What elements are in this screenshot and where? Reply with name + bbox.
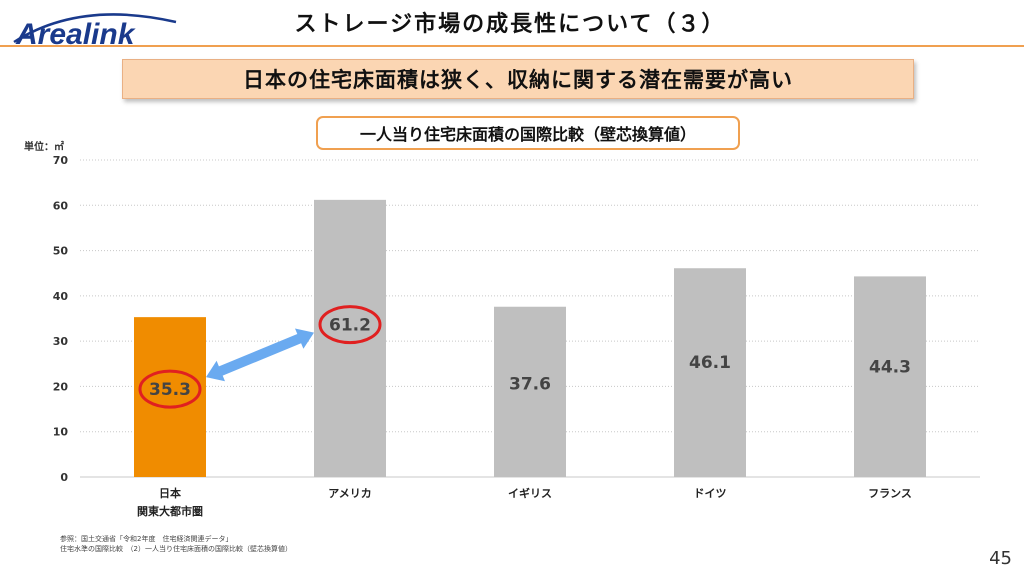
page-title: ストレージ市場の成長性について（３） bbox=[294, 12, 726, 37]
header-divider bbox=[0, 45, 1024, 47]
y-tick-label: 30 bbox=[53, 335, 69, 348]
y-tick-label: 70 bbox=[53, 154, 69, 167]
value-label: 46.1 bbox=[689, 353, 731, 373]
category-label: イギリス bbox=[508, 486, 552, 500]
value-label: 35.3 bbox=[149, 380, 191, 400]
y-tick-label: 40 bbox=[53, 290, 69, 303]
y-tick-label: 60 bbox=[53, 199, 69, 212]
y-tick-label: 0 bbox=[60, 471, 68, 484]
category-label: 日本 bbox=[159, 486, 181, 500]
source-note: 参照：国土交通省「令和2年度 住宅経済関連データ」 住宅水準の国際比較 （2）一… bbox=[60, 534, 292, 554]
page-number: 45 bbox=[989, 548, 1012, 569]
headline-banner: 日本の住宅床面積は狭く、収納に関する潜在需要が高い bbox=[122, 59, 914, 99]
highlight-circle bbox=[138, 369, 202, 409]
bar bbox=[674, 268, 746, 477]
category-label: フランス bbox=[868, 487, 912, 500]
unit-label: 単位：㎡ bbox=[24, 142, 64, 153]
category-sublabel: 関東大都市圏 bbox=[137, 504, 203, 518]
logo-text: Arealink bbox=[15, 18, 136, 50]
bar bbox=[854, 276, 926, 477]
y-tick-label: 10 bbox=[53, 426, 69, 439]
arealink-logo: Arealink bbox=[13, 13, 177, 50]
chart-title: 一人当り住宅床面積の国際比較（壁芯換算値） bbox=[316, 116, 740, 150]
highlight-circle bbox=[318, 305, 382, 345]
value-label: 37.6 bbox=[509, 374, 551, 394]
value-label: 61.2 bbox=[329, 316, 371, 336]
comparison-arrow bbox=[206, 328, 314, 382]
value-label: 44.3 bbox=[869, 358, 911, 378]
category-label: アメリカ bbox=[328, 487, 371, 500]
y-tick-label: 20 bbox=[53, 380, 69, 393]
source-line-1: 参照：国土交通省「令和2年度 住宅経済関連データ」 bbox=[60, 535, 233, 543]
bar bbox=[494, 306, 566, 477]
source-line-2: 住宅水準の国際比較 （2）一人当り住宅床面積の国際比較（壁芯換算値） bbox=[60, 545, 292, 553]
bar bbox=[134, 317, 206, 477]
y-tick-label: 50 bbox=[53, 245, 69, 258]
category-label: ドイツ bbox=[694, 487, 727, 500]
bar bbox=[314, 199, 386, 477]
